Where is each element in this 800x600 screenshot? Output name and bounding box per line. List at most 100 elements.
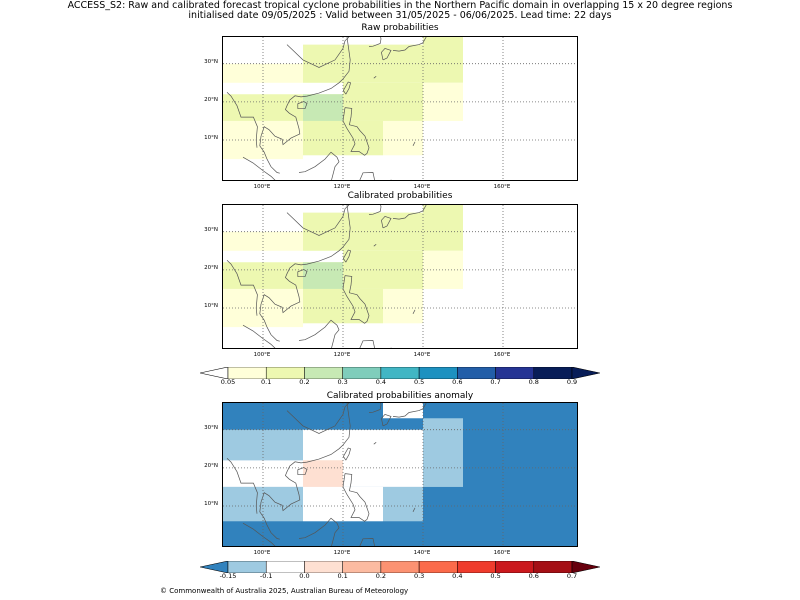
colorbar-tick-label: 0.6: [528, 572, 539, 580]
coastline: [342, 275, 370, 324]
raw-probabilities-map: [222, 36, 578, 181]
copyright-footer: © Commonwealth of Australia 2025, Austra…: [160, 587, 409, 595]
colorbar-tick-label: 0.4: [375, 378, 387, 386]
probability-region: [423, 205, 463, 232]
coastline: [242, 156, 276, 180]
coastline: [373, 76, 377, 79]
coastline: [298, 319, 340, 348]
coastline: [392, 403, 427, 418]
coastline: [412, 309, 416, 314]
colorbar-tick-label: 0.05: [220, 378, 236, 386]
coastline: [259, 37, 351, 174]
coastline: [226, 92, 258, 148]
colorbar-tick-label: 0.8: [528, 378, 539, 386]
coastline: [368, 37, 382, 47]
raw-panel-title: Raw probabilities: [361, 23, 439, 33]
coastline: [359, 172, 375, 180]
probability-region: [423, 418, 463, 487]
coastline: [259, 205, 351, 342]
probability-region: [303, 403, 383, 419]
calibrated-probabilities-map: [222, 204, 578, 349]
coastline: [368, 403, 382, 413]
colorbar-tick-label: 0.0: [299, 572, 310, 580]
x-tick-label: 140°E: [413, 550, 431, 556]
figure-title-line1: ACCESS_S2: Raw and calibrated forecast t…: [67, 0, 733, 11]
colorbar-tick-label: 0.9: [566, 378, 578, 386]
coastline: [342, 473, 370, 522]
colorbar-tick-label: -0.1: [259, 572, 273, 580]
coastline: [286, 403, 350, 434]
coastline: [297, 269, 308, 278]
coastline: [226, 458, 258, 514]
x-tick-label: 120°E: [333, 352, 351, 358]
probability-region: [303, 94, 343, 121]
coastline: [373, 442, 377, 445]
coastline: [381, 215, 392, 229]
y-tick-label: 10°N: [204, 303, 218, 310]
coastline: [373, 244, 377, 247]
map-canvas: [223, 205, 577, 348]
colorbar-tick-label: 0.1: [337, 572, 348, 580]
anomaly-map: [222, 402, 578, 547]
probability-region: [303, 288, 383, 324]
coastline: [359, 340, 375, 348]
x-tick-label: 160°E: [493, 184, 511, 190]
coastline: [390, 179, 393, 180]
x-tick-label: 120°E: [333, 184, 351, 190]
colorbar-tick-label: 0.3: [337, 378, 348, 386]
colorbar-over-arrow: [571, 560, 601, 574]
probability-region: [303, 486, 383, 522]
x-tick-label: 140°E: [413, 352, 431, 358]
coastline: [342, 249, 352, 263]
coastline: [412, 507, 416, 512]
colorbar-tick-label: 0.5: [490, 572, 501, 580]
colorbar-canvas: [199, 560, 601, 574]
y-tick-label: 10°N: [204, 135, 218, 142]
anomaly-panel-title: Calibrated probabilities anomaly: [326, 391, 474, 401]
coastline: [298, 151, 340, 180]
coastline: [286, 205, 350, 236]
probability-region: [303, 120, 383, 156]
probability-region: [383, 288, 423, 324]
coastline: [359, 538, 375, 546]
colorbar-tick-label: 0.3: [413, 572, 425, 580]
probability-region: [383, 486, 423, 522]
coastline: [297, 467, 308, 476]
y-tick-label: 10°N: [204, 501, 218, 508]
coastline: [390, 347, 393, 348]
figure-title-line2: initialised date 09/05/2025 : Valid betw…: [188, 10, 612, 21]
coastline: [286, 37, 350, 68]
x-tick-label: 160°E: [493, 352, 511, 358]
y-tick-label: 20°N: [204, 462, 218, 469]
y-tick-label: 30°N: [204, 58, 218, 65]
coastline: [226, 260, 258, 316]
colorbar-tick-label: -0.15: [219, 572, 237, 580]
colorbar-tick-label: 0.7: [566, 572, 578, 580]
x-tick-label: 120°E: [333, 550, 351, 556]
y-tick-label: 20°N: [204, 96, 218, 103]
colorbar-tick-label: 0.4: [452, 572, 463, 580]
colorbar-tick-label: 0.1: [261, 378, 272, 386]
y-tick-label: 30°N: [204, 226, 218, 233]
probability-region: [303, 262, 343, 289]
probability-region: [303, 460, 343, 487]
map-canvas: [223, 37, 577, 180]
colorbar-tick-label: 0.5: [413, 378, 425, 386]
probability-region: [383, 403, 423, 419]
coastline: [259, 403, 351, 540]
probability-region: [223, 486, 303, 522]
x-tick-label: 100°E: [253, 352, 271, 358]
y-tick-label: 20°N: [204, 264, 218, 271]
coastline: [342, 81, 352, 95]
x-tick-label: 140°E: [413, 184, 431, 190]
x-tick-label: 160°E: [493, 550, 511, 556]
coastline: [342, 447, 352, 461]
colorbar-tick-label: 0.6: [452, 378, 463, 386]
colorbar-tick-label: 0.2: [375, 572, 387, 580]
coastline: [392, 205, 427, 220]
colorbar-tick-label: 0.7: [490, 378, 501, 386]
coastline: [298, 517, 340, 546]
coastline: [390, 545, 393, 546]
x-tick-label: 100°E: [253, 550, 271, 556]
probability-region: [223, 460, 303, 487]
